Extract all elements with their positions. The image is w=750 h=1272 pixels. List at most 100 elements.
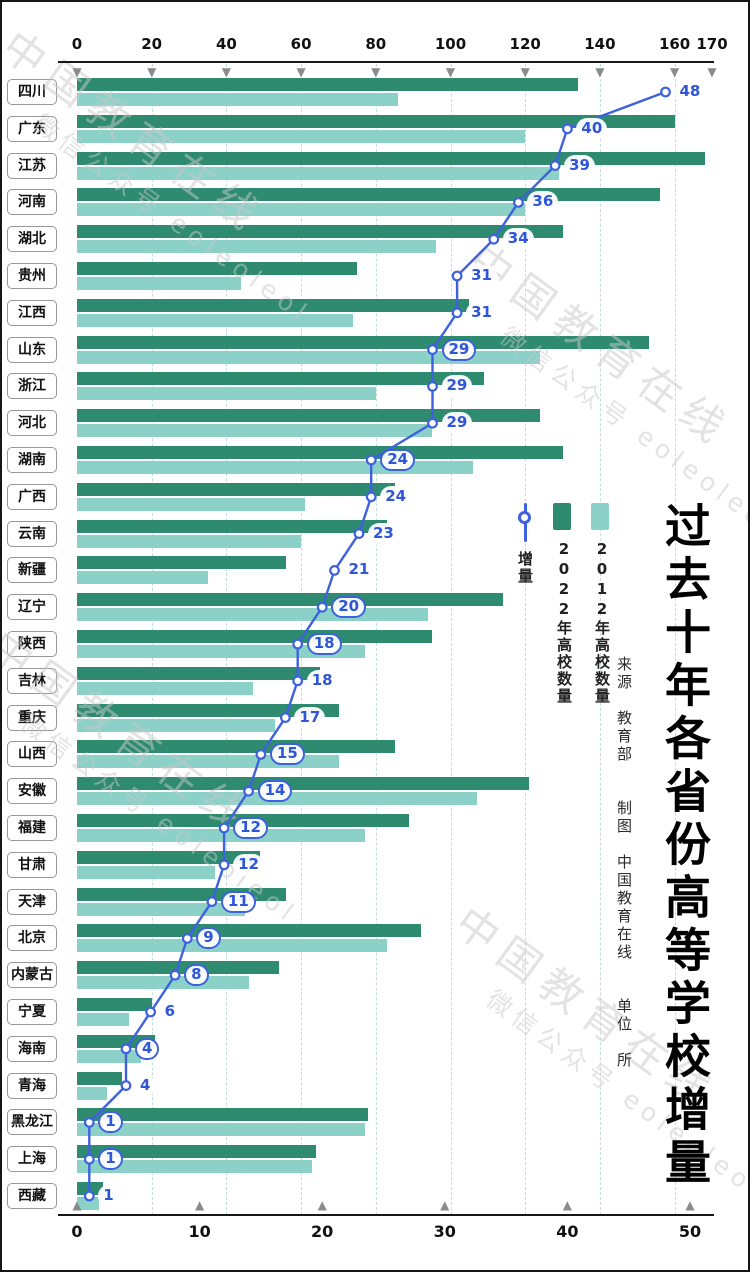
- increment-value: 29: [441, 338, 477, 361]
- province-label: 陕西: [7, 631, 57, 657]
- legend-2012-label: 2012年高校数量: [593, 540, 611, 705]
- increment-value: 31: [466, 265, 497, 287]
- bottom-axis-tick-marker-icon: ▲: [317, 1198, 327, 1212]
- increment-value: 21: [343, 559, 375, 582]
- province-label: 西藏: [7, 1183, 57, 1209]
- top-axis-tick-marker-icon: ▼: [296, 65, 306, 79]
- province-label: 新疆: [7, 557, 57, 584]
- province-label: 青海: [7, 1072, 57, 1099]
- legend-2022-swatch: [553, 503, 571, 530]
- source-note: 来源 教育部 制图 中国教育在线 单位 所: [615, 656, 633, 1070]
- bottom-axis-tick-label: 20: [311, 1222, 334, 1241]
- bottom-axis-tick-marker-icon: ▲: [72, 1198, 82, 1212]
- increment-value: 36: [527, 191, 559, 214]
- province-label: 湖北: [7, 226, 57, 253]
- bottom-axis-tick-marker-icon: ▲: [562, 1198, 572, 1212]
- province-label: 广西: [7, 483, 57, 510]
- province-label: 吉林: [7, 667, 57, 694]
- top-axis-tick-label: 140: [584, 35, 616, 53]
- province-label: 江苏: [7, 152, 57, 179]
- bottom-axis-tick-marker-icon: ▲: [194, 1198, 205, 1212]
- province-label: 宁夏: [7, 999, 57, 1025]
- increment-value: 29: [441, 412, 473, 435]
- increment-value: 1: [98, 1148, 123, 1171]
- increment-value: 4: [135, 1074, 156, 1097]
- top-axis-tick-marker-icon: ▼: [72, 65, 82, 79]
- bottom-axis-tick-label: 0: [71, 1222, 83, 1241]
- increment-value: 14: [257, 780, 293, 803]
- top-axis-tick-label: 40: [215, 35, 237, 53]
- bottom-axis-line: [58, 1214, 714, 1216]
- province-label: 河北: [7, 410, 57, 437]
- bottom-axis-tick-marker-icon: ▲: [685, 1198, 695, 1212]
- top-axis-line: [58, 61, 714, 63]
- increment-value: 29: [441, 375, 473, 398]
- province-label: 安徽: [7, 778, 57, 805]
- top-axis-tick-label: 0: [71, 35, 83, 53]
- top-axis-tick-marker-icon: ▼: [595, 65, 605, 79]
- top-axis-tick-marker-icon: ▼: [221, 65, 231, 79]
- increment-value: 39: [564, 154, 595, 177]
- province-label: 甘肃: [7, 851, 57, 878]
- top-axis-tick-marker-icon: ▼: [445, 65, 456, 79]
- increment-value: 48: [674, 81, 706, 103]
- province-label: 上海: [7, 1146, 57, 1173]
- increment-value: 34: [502, 228, 534, 251]
- top-axis-tick-marker-icon: ▼: [669, 65, 680, 79]
- province-label: 黑龙江: [7, 1109, 57, 1136]
- province-label: 天津: [7, 888, 57, 915]
- chart-title: 过去十年各省份高等学校增量: [658, 502, 712, 1191]
- top-axis-tick-marker-icon: ▼: [147, 65, 157, 79]
- bottom-axis-tick-label: 40: [556, 1222, 579, 1241]
- legend-2012-swatch: [591, 503, 609, 530]
- province-label: 重庆: [7, 704, 57, 731]
- bottom-axis-tick-label: 10: [188, 1222, 211, 1241]
- province-label: 福建: [7, 815, 57, 841]
- province-label: 贵州: [7, 263, 57, 289]
- province-label: 辽宁: [7, 594, 57, 621]
- province-label: 湖南: [7, 447, 57, 473]
- legend-increment-marker-icon: [518, 511, 531, 524]
- province-label: 北京: [7, 925, 57, 952]
- province-label: 山东: [7, 336, 57, 363]
- top-axis-tick-label: 80: [365, 35, 387, 53]
- top-axis-tick-label: 100: [434, 35, 467, 53]
- province-label: 内蒙古: [7, 962, 57, 989]
- top-axis-tick-marker-icon: ▼: [707, 65, 717, 79]
- top-axis-tick-label: 170: [696, 35, 728, 53]
- province-label: 海南: [7, 1035, 57, 1062]
- increment-value: 23: [368, 522, 399, 545]
- increment-value: 24: [380, 485, 412, 508]
- province-label: 河南: [7, 189, 57, 216]
- top-axis-tick-label: 20: [141, 35, 163, 53]
- increment-value: 6: [159, 1001, 181, 1023]
- increment-value: 12: [233, 817, 268, 839]
- increment-value: 15: [269, 743, 305, 766]
- increment-value: 12: [233, 853, 264, 876]
- top-axis-tick-label: 160: [658, 35, 691, 53]
- province-label: 山西: [7, 741, 57, 768]
- top-axis-tick-marker-icon: ▼: [520, 65, 530, 79]
- top-axis-tick-label: 60: [290, 35, 312, 53]
- increment-value: 18: [306, 669, 338, 692]
- province-label: 广东: [7, 115, 57, 142]
- gridline: [674, 64, 676, 1215]
- increment-value: 20: [331, 596, 367, 619]
- increment-value: 18: [306, 633, 342, 655]
- top-axis-tick-label: 120: [509, 35, 541, 53]
- province-label: 云南: [7, 520, 57, 547]
- province-label: 浙江: [7, 373, 57, 400]
- increment-value: 1: [98, 1185, 119, 1207]
- province-label: 四川: [7, 79, 57, 105]
- bottom-axis-tick-marker-icon: ▲: [440, 1198, 450, 1212]
- legend-increment-label: 增量: [516, 551, 534, 585]
- increment-value: 40: [576, 117, 608, 140]
- increment-value: 11: [220, 890, 256, 913]
- bottom-axis-tick-label: 50: [678, 1222, 702, 1241]
- bar-2022: [77, 78, 578, 91]
- bottom-axis-tick-label: 30: [433, 1222, 456, 1241]
- legend-2022-label: 2022年高校数量: [555, 540, 573, 705]
